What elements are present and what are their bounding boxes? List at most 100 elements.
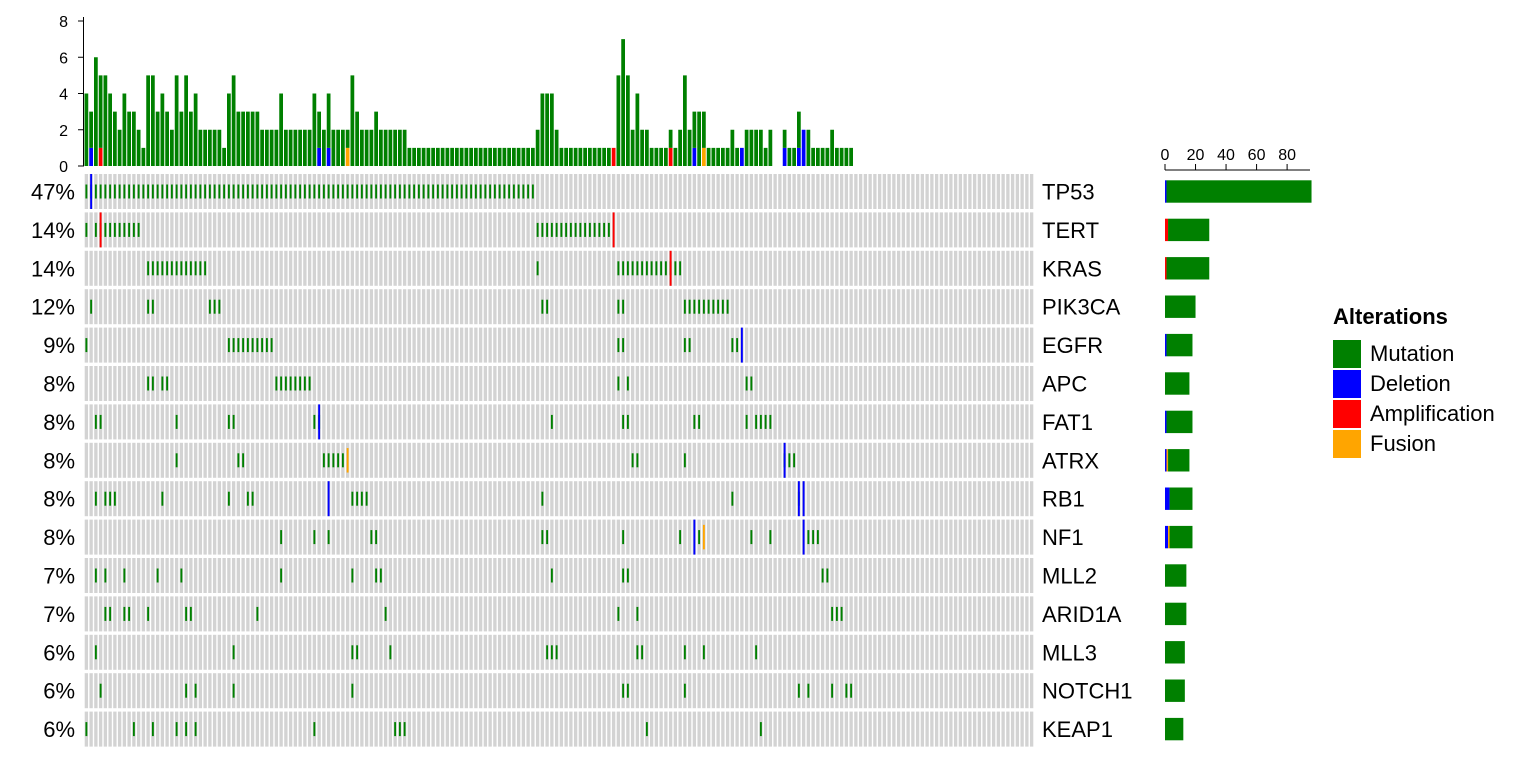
sample-bar-mutation <box>265 129 269 166</box>
background-cell <box>469 673 473 709</box>
mutation-cell <box>246 184 249 199</box>
background-cell <box>811 558 815 593</box>
background-cell <box>440 596 445 632</box>
mutation-cell <box>812 530 815 545</box>
background-cell <box>1029 174 1034 209</box>
background-cell <box>464 481 469 517</box>
sample-bar-mutation <box>364 129 369 166</box>
background-cell <box>668 289 673 325</box>
background-cell <box>455 711 459 747</box>
background-cell <box>607 596 611 632</box>
background-cell <box>882 442 887 478</box>
background-cell <box>863 327 868 363</box>
background-cell <box>369 250 374 286</box>
background-cell <box>474 711 478 747</box>
mutation-cell <box>389 184 392 199</box>
background-cell <box>374 673 378 709</box>
gene-bar-tp53-deletion <box>1165 180 1167 203</box>
background-cell <box>887 558 891 593</box>
background-cell <box>117 250 122 286</box>
background-cell <box>849 519 853 555</box>
background-cell <box>830 366 834 401</box>
background-cell <box>431 212 435 248</box>
background-cell <box>269 634 274 670</box>
background-cell <box>383 558 388 593</box>
sample-bar-mutation <box>279 93 283 166</box>
background-cell <box>445 634 450 670</box>
background-cell <box>697 366 701 401</box>
background-cell <box>616 174 621 209</box>
background-cell <box>151 558 155 593</box>
background-cell <box>1025 289 1029 325</box>
mutation-cell <box>94 568 97 583</box>
sample-bar-mutation <box>578 147 583 166</box>
background-cell <box>749 250 754 286</box>
sample-bar-mutation <box>146 75 150 166</box>
mutation-cell <box>726 299 729 314</box>
background-cell <box>1010 634 1015 670</box>
background-cell <box>160 673 165 709</box>
mutation-cell <box>622 261 625 276</box>
background-cell <box>345 519 350 555</box>
background-cell <box>507 711 511 747</box>
background-cell <box>573 711 578 747</box>
background-cell <box>721 327 725 363</box>
background-cell <box>768 481 773 517</box>
background-cell <box>664 404 668 440</box>
background-cell <box>616 634 621 670</box>
background-cell <box>360 596 364 632</box>
sample-bar-mutation <box>754 129 758 166</box>
background-cell <box>621 711 625 747</box>
background-cell <box>450 250 454 286</box>
background-cell <box>388 519 393 555</box>
mutation-cell <box>227 491 230 506</box>
background-cell <box>925 673 929 709</box>
background-cell <box>554 289 559 325</box>
background-cell <box>773 481 777 517</box>
sample-bar-mutation <box>797 111 801 148</box>
background-cell <box>431 634 435 670</box>
background-cell <box>626 711 630 747</box>
background-cell <box>901 481 906 517</box>
background-cell <box>260 711 264 747</box>
background-cell <box>426 711 431 747</box>
background-cell <box>887 366 891 401</box>
background-cell <box>488 212 492 248</box>
background-cell <box>388 673 393 709</box>
background-cell <box>735 634 739 670</box>
background-cell <box>569 673 573 709</box>
background-cell <box>488 558 492 593</box>
background-cell <box>873 327 877 363</box>
background-cell <box>483 327 488 363</box>
background-cell <box>725 366 730 401</box>
background-cell <box>179 366 184 401</box>
mutation-cell <box>280 568 283 583</box>
background-cell <box>312 442 317 478</box>
background-cell <box>773 673 777 709</box>
background-cell <box>740 711 744 747</box>
background-cell <box>108 673 112 709</box>
background-cell <box>521 442 526 478</box>
background-cell <box>754 366 758 401</box>
gene-bar-rb1-deletion <box>1165 487 1170 510</box>
background-cell <box>668 596 673 632</box>
background-cell <box>816 596 820 632</box>
background-cell <box>445 711 450 747</box>
background-cell <box>797 404 801 440</box>
background-cell <box>982 711 986 747</box>
background-cell <box>901 673 906 709</box>
background-cell <box>550 250 554 286</box>
mutation-cell <box>318 184 321 199</box>
background-cell <box>873 481 877 517</box>
background-cell <box>507 481 511 517</box>
background-cell <box>326 250 331 286</box>
background-cell <box>559 289 564 325</box>
background-cell <box>388 289 393 325</box>
background-cell <box>113 519 117 555</box>
background-cell <box>284 442 288 478</box>
background-cell <box>227 212 231 248</box>
background-cell <box>892 711 896 747</box>
mutation-cell <box>546 645 549 660</box>
background-cell <box>293 327 298 363</box>
background-cell <box>607 673 611 709</box>
